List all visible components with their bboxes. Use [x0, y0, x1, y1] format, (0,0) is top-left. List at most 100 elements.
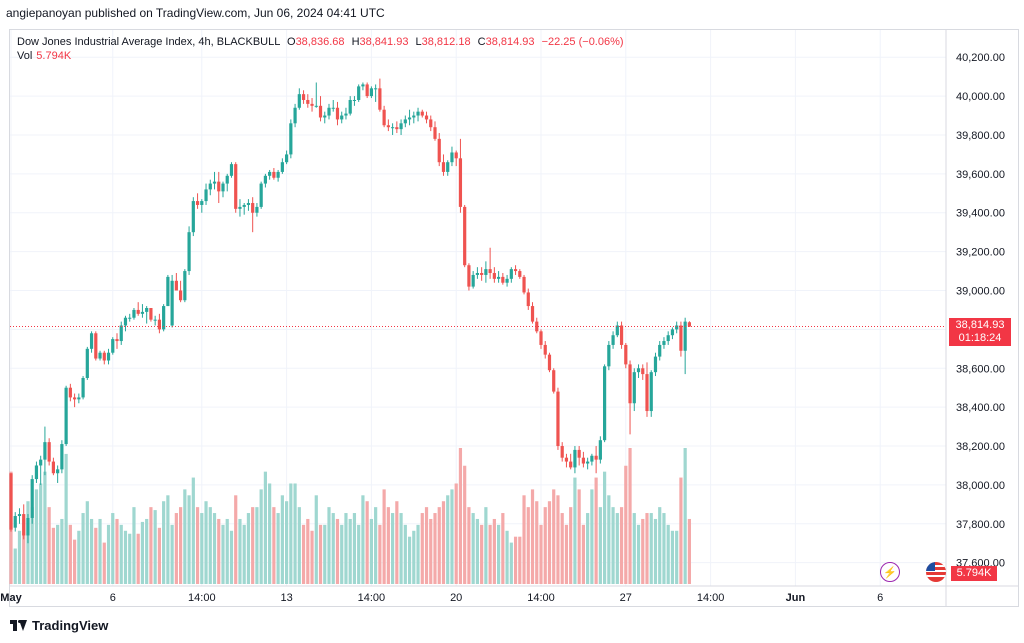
candle[interactable] [450, 146, 454, 167]
candle[interactable] [399, 119, 403, 135]
candle[interactable] [378, 78, 382, 112]
chart-frame[interactable] [9, 29, 1019, 607]
candle[interactable] [361, 82, 365, 91]
candle[interactable] [145, 306, 149, 324]
candle[interactable] [9, 473, 13, 532]
candle[interactable] [26, 514, 30, 544]
candle[interactable] [340, 111, 344, 124]
candle[interactable] [60, 440, 64, 474]
candle[interactable] [259, 181, 263, 209]
candle[interactable] [272, 168, 276, 180]
candle[interactable] [323, 111, 327, 124]
candle[interactable] [34, 461, 39, 483]
candle[interactable] [102, 350, 106, 365]
candle[interactable] [136, 302, 140, 316]
candle[interactable] [488, 247, 492, 279]
candle[interactable] [174, 273, 178, 291]
candle[interactable] [212, 171, 217, 190]
candle[interactable] [636, 364, 641, 378]
candle[interactable] [577, 446, 581, 466]
candle[interactable] [225, 173, 229, 192]
candle[interactable] [111, 337, 115, 355]
candle[interactable] [39, 455, 43, 485]
candle[interactable] [128, 313, 132, 322]
candle[interactable] [391, 123, 395, 135]
candle[interactable] [166, 274, 170, 307]
candle[interactable] [17, 508, 22, 524]
candle[interactable] [344, 107, 348, 120]
candle[interactable] [386, 119, 390, 132]
candle[interactable] [501, 273, 505, 285]
candle[interactable] [285, 150, 289, 165]
candle[interactable] [382, 105, 386, 128]
candle[interactable] [429, 115, 433, 132]
candle[interactable] [94, 331, 98, 361]
candle[interactable] [632, 368, 636, 412]
candle[interactable] [560, 442, 564, 462]
candle[interactable] [204, 183, 208, 205]
candle[interactable] [603, 364, 607, 443]
candle[interactable] [649, 370, 653, 417]
candle[interactable] [81, 376, 85, 400]
candle[interactable] [280, 158, 284, 174]
candle[interactable] [179, 280, 183, 303]
candle[interactable] [170, 274, 174, 328]
candle[interactable] [30, 475, 34, 524]
candle[interactable] [556, 387, 560, 450]
candle[interactable] [598, 436, 602, 464]
candle[interactable] [416, 107, 420, 122]
candle[interactable] [234, 162, 238, 213]
candle[interactable] [289, 119, 293, 159]
candle[interactable] [615, 321, 619, 338]
candle[interactable] [441, 154, 446, 176]
candle[interactable] [526, 288, 530, 310]
candle[interactable] [611, 331, 615, 349]
candle[interactable] [497, 271, 501, 283]
candle[interactable] [666, 331, 670, 345]
candle[interactable] [43, 426, 47, 476]
candle[interactable] [106, 348, 111, 365]
candle[interactable] [246, 199, 251, 211]
candle[interactable] [522, 274, 526, 295]
candle[interactable] [314, 82, 318, 108]
candle[interactable] [683, 317, 687, 375]
candle[interactable] [195, 193, 200, 209]
candle[interactable] [268, 169, 272, 180]
candle[interactable] [679, 321, 683, 357]
candle[interactable] [162, 304, 166, 332]
candle[interactable] [89, 331, 94, 353]
candle[interactable] [187, 226, 191, 275]
candle[interactable] [480, 267, 484, 281]
candle[interactable] [263, 173, 267, 188]
candle[interactable] [675, 321, 679, 334]
candle[interactable] [619, 321, 624, 349]
candle[interactable] [13, 512, 17, 532]
symbol-label[interactable]: Dow Jones Industrial Average Index, 4h, … [17, 36, 280, 48]
candle[interactable] [590, 453, 594, 466]
candle[interactable] [119, 321, 123, 345]
candle[interactable] [670, 327, 675, 340]
candle[interactable] [98, 350, 102, 361]
flash-icon[interactable]: ⚡ [880, 562, 900, 582]
candle[interactable] [475, 267, 479, 279]
candle[interactable] [208, 179, 212, 196]
candle[interactable] [73, 393, 77, 408]
us-flag-icon[interactable] [926, 562, 946, 582]
candle[interactable] [238, 199, 242, 217]
candle[interactable] [352, 96, 357, 106]
candle[interactable] [662, 337, 666, 349]
candle[interactable] [293, 103, 297, 128]
candle[interactable] [318, 96, 323, 122]
candle[interactable] [221, 181, 225, 198]
candle[interactable] [157, 313, 161, 334]
candle[interactable] [335, 101, 340, 126]
candle[interactable] [310, 98, 314, 112]
candle[interactable] [331, 99, 335, 112]
candle[interactable] [153, 315, 157, 326]
candle[interactable] [276, 169, 280, 182]
candle[interactable] [85, 346, 89, 380]
candle[interactable] [594, 446, 598, 474]
candle[interactable] [56, 465, 60, 483]
candle[interactable] [229, 162, 234, 178]
